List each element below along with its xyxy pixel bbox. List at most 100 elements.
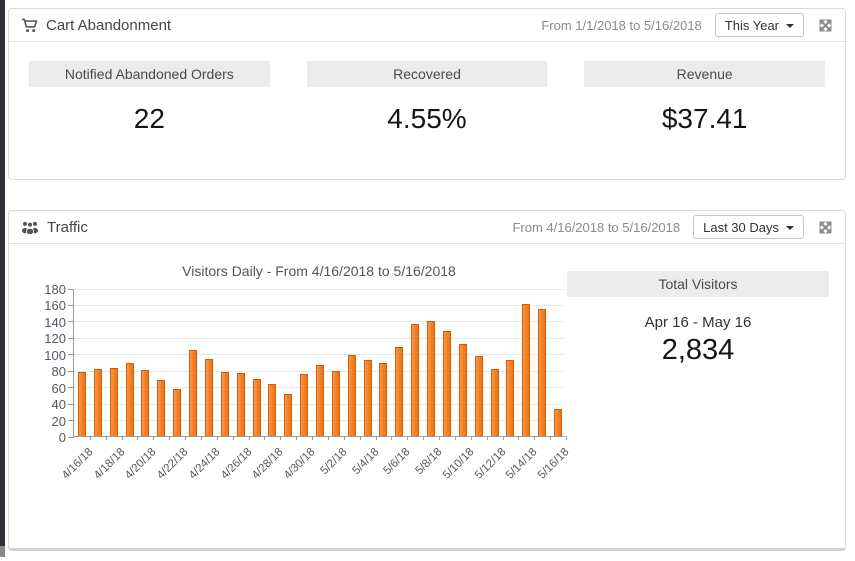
stat-recovered: Recovered 4.55%	[306, 61, 548, 135]
traffic-bar[interactable]	[347, 355, 356, 436]
gridline	[74, 304, 565, 306]
traffic-bar[interactable]	[77, 372, 86, 436]
x-axis-tick	[89, 436, 91, 440]
traffic-bar[interactable]	[554, 409, 563, 436]
y-axis-tick	[68, 321, 74, 323]
cart-range-dropdown[interactable]: This Year	[714, 13, 804, 37]
expand-arrows-icon	[818, 18, 833, 33]
traffic-bar[interactable]	[189, 350, 198, 436]
traffic-expand-button[interactable]	[817, 219, 833, 235]
traffic-range-dropdown[interactable]: Last 30 Days	[693, 215, 804, 239]
traffic-panel-header: Traffic From 4/16/2018 to 5/16/2018 Last…	[9, 211, 845, 244]
chart-x-axis-labels: 4/16/18 4/18/18 4/20/18 4/22/18 4/24/18 4/26/…	[60, 437, 572, 509]
traffic-bar[interactable]	[300, 374, 309, 436]
traffic-bar[interactable]	[173, 389, 182, 436]
x-axis-tick	[296, 436, 298, 440]
gridline	[74, 354, 565, 356]
cart-panel-title: Cart Abandonment	[46, 16, 172, 34]
traffic-bar[interactable]	[93, 369, 102, 436]
y-axis-tick	[68, 387, 74, 389]
x-axis-tick	[359, 436, 361, 440]
stat-value: 4.55%	[387, 103, 467, 134]
cart-expand-button[interactable]	[817, 17, 833, 33]
traffic-bar[interactable]	[458, 344, 467, 436]
traffic-panel-body: Visitors Daily - From 4/16/2018 to 5/16/…	[9, 244, 845, 549]
traffic-bar[interactable]	[474, 356, 483, 436]
stat-value: 22	[133, 103, 165, 134]
x-axis-tick	[566, 436, 567, 440]
x-axis-tick	[550, 436, 552, 440]
traffic-bar[interactable]	[395, 347, 404, 436]
traffic-bar[interactable]	[522, 304, 531, 436]
x-axis-tick	[169, 436, 171, 440]
traffic-bar[interactable]	[427, 321, 436, 436]
x-axis-tick	[327, 436, 329, 440]
traffic-bar[interactable]	[411, 324, 420, 436]
total-visitors-value: 2,834	[661, 334, 735, 366]
x-axis-tick	[518, 436, 520, 440]
traffic-bar[interactable]	[442, 331, 451, 436]
chart-plot-area: 0 20 40 60 80 100 120 140 160 180	[44, 282, 567, 445]
traffic-range-dropdown-label: Last 30 Days	[703, 219, 779, 235]
x-axis-tick	[200, 436, 202, 440]
stat-label: Recovered	[306, 61, 548, 87]
traffic-bar[interactable]	[379, 363, 388, 436]
x-axis-tick	[105, 436, 107, 440]
x-axis-tick	[486, 436, 488, 440]
stat-notified-abandoned-orders: Notified Abandoned Orders 22	[29, 61, 270, 135]
y-axis-tick	[68, 403, 74, 405]
y-axis-label: 0	[58, 430, 66, 445]
x-axis-tick	[391, 436, 393, 440]
gridline	[74, 337, 565, 339]
traffic-bar[interactable]	[236, 373, 245, 436]
stat-label: Notified Abandoned Orders	[29, 61, 270, 87]
caret-down-icon	[786, 23, 794, 28]
x-axis-tick	[137, 436, 139, 440]
visitors-daily-chart: Visitors Daily - From 4/16/2018 to 5/16/…	[33, 263, 572, 509]
traffic-bar[interactable]	[490, 369, 499, 436]
y-axis-label: 140	[44, 314, 66, 330]
y-axis-label: 40	[51, 397, 66, 413]
y-axis-tick	[68, 370, 74, 372]
traffic-bar[interactable]	[538, 309, 547, 436]
y-axis-tick	[68, 288, 74, 290]
traffic-bar[interactable]	[268, 384, 277, 436]
x-axis-tick	[375, 436, 377, 440]
expand-arrows-icon	[818, 220, 833, 235]
traffic-bar[interactable]	[157, 380, 166, 436]
y-axis-label: 20	[51, 413, 66, 429]
x-axis-tick	[232, 436, 234, 440]
cart-stats-row: Notified Abandoned Orders 22 Recovered 4…	[9, 42, 845, 135]
traffic-bar[interactable]	[204, 359, 213, 436]
shopping-cart-icon	[21, 18, 38, 33]
total-visitors-box: Total Visitors Apr 16 - May 16 2,834	[567, 271, 829, 367]
traffic-bar[interactable]	[220, 372, 229, 436]
sidebar-edge-scroll-stub[interactable]	[0, 546, 5, 557]
stat-label: Revenue	[584, 61, 826, 87]
x-axis-tick	[423, 436, 425, 440]
total-visitors-label: Total Visitors	[567, 271, 829, 297]
caret-down-icon	[786, 225, 794, 230]
traffic-bar[interactable]	[252, 379, 261, 436]
y-axis-label: 100	[44, 347, 66, 363]
traffic-bar[interactable]	[316, 365, 324, 436]
x-axis-tick	[280, 436, 282, 440]
traffic-bar[interactable]	[109, 368, 118, 436]
traffic-bar[interactable]	[125, 363, 134, 436]
x-axis-tick	[248, 436, 250, 440]
y-axis-label: 160	[44, 298, 66, 314]
x-axis-tick	[185, 436, 187, 440]
traffic-bar[interactable]	[284, 394, 293, 436]
x-axis-tick	[153, 436, 155, 440]
x-axis-tick	[264, 436, 266, 440]
traffic-panel: Traffic From 4/16/2018 to 5/16/2018 Last…	[8, 210, 846, 551]
traffic-bar[interactable]	[363, 360, 372, 436]
y-axis-tick	[68, 420, 74, 422]
traffic-bar[interactable]	[506, 360, 515, 436]
traffic-bar[interactable]	[141, 370, 150, 436]
cart-abandonment-panel: Cart Abandonment From 1/1/2018 to 5/16/2…	[8, 8, 846, 180]
y-axis-label: 120	[44, 331, 66, 347]
sidebar-edge	[0, 0, 5, 546]
traffic-bar[interactable]	[331, 371, 340, 436]
